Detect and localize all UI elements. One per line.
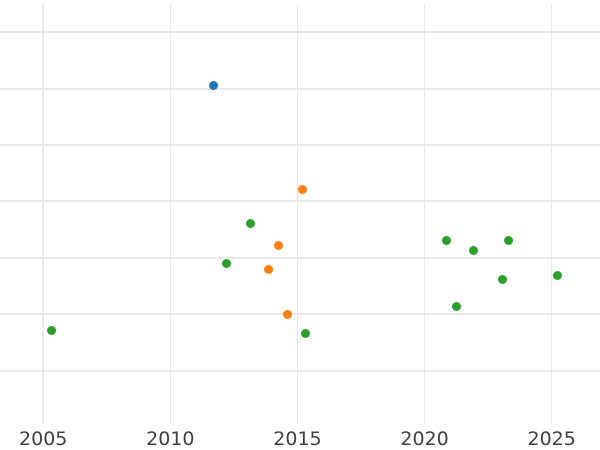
data-point-series-green [452,301,462,311]
horizontal-gridline [0,200,600,203]
vertical-gridline [423,4,426,424]
data-point-series-green [469,245,479,255]
data-point-series-green [498,274,508,284]
x-tick-label: 2005 [19,428,68,450]
vertical-gridline [296,4,299,424]
horizontal-gridline [0,144,600,147]
horizontal-gridline [0,87,600,90]
data-point-series-green [246,219,256,228]
data-point-series-orange [282,309,292,319]
x-tick-label: 2010 [146,428,195,450]
data-point-series-orange [274,241,284,251]
horizontal-gridline [0,369,600,372]
data-point-series-green [300,329,310,339]
data-point-series-green [441,235,451,245]
data-point-series-green [221,259,231,269]
horizontal-gridline [0,313,600,316]
vertical-gridline [42,4,44,424]
vertical-gridline [169,4,172,424]
vertical-gridline [550,4,553,424]
x-tick-label: 2020 [400,428,449,450]
data-point-series-green [46,326,56,336]
data-point-series-blue [209,80,219,90]
horizontal-gridline [0,256,600,259]
data-point-series-green [503,235,513,245]
plot-area [0,4,600,424]
x-tick-label: 2025 [527,428,576,450]
data-point-series-orange [297,184,307,194]
horizontal-gridline [0,31,600,34]
x-tick-label: 2015 [273,428,322,450]
data-point-series-orange [263,265,273,275]
data-point-series-green [552,271,562,281]
